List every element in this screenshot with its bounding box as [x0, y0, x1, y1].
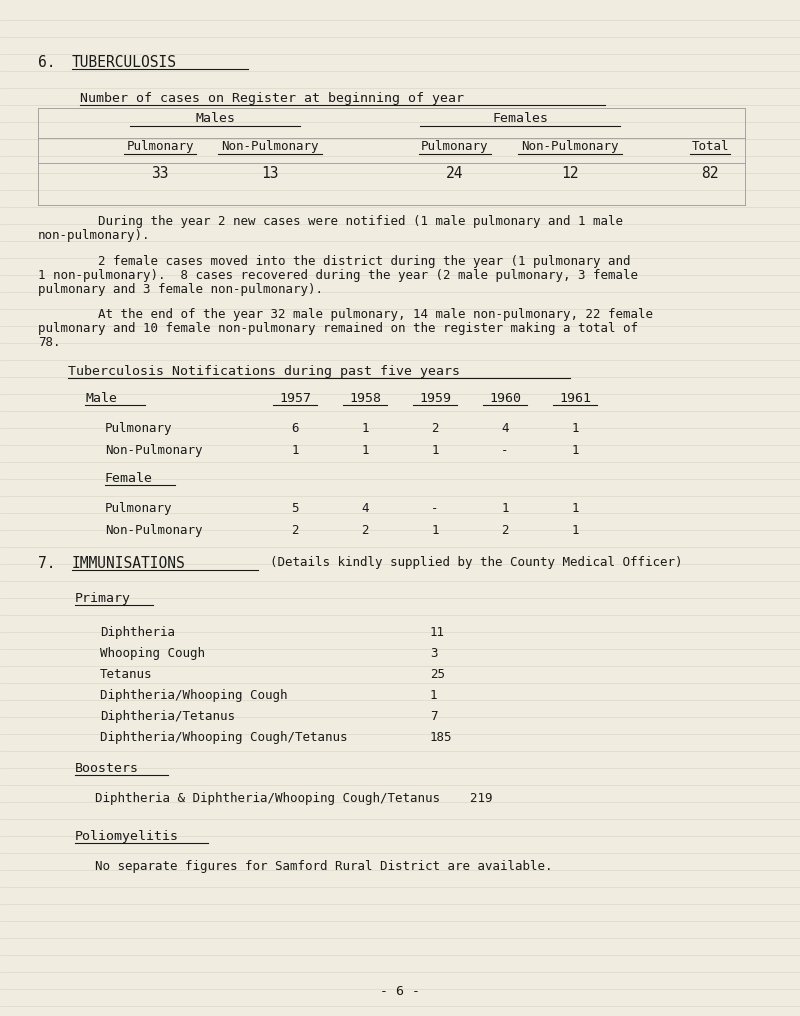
Text: 12: 12 — [562, 166, 578, 181]
Text: 1957: 1957 — [279, 392, 311, 405]
Text: Diphtheria: Diphtheria — [100, 626, 175, 639]
Text: 5: 5 — [291, 502, 298, 515]
Text: 1 non-pulmonary).  8 cases recovered during the year (2 male pulmonary, 3 female: 1 non-pulmonary). 8 cases recovered duri… — [38, 269, 638, 282]
Text: 11: 11 — [430, 626, 445, 639]
Text: Diphtheria/Whooping Cough/Tetanus: Diphtheria/Whooping Cough/Tetanus — [100, 731, 347, 744]
Text: 25: 25 — [430, 668, 445, 681]
Text: 33: 33 — [151, 166, 169, 181]
Text: 4: 4 — [502, 422, 509, 435]
Text: 1: 1 — [430, 689, 438, 702]
Text: Pulmonary: Pulmonary — [105, 422, 173, 435]
Text: non-pulmonary).: non-pulmonary). — [38, 229, 150, 242]
Text: 82: 82 — [702, 166, 718, 181]
Text: 1958: 1958 — [349, 392, 381, 405]
Text: Number of cases on Register at beginning of year: Number of cases on Register at beginning… — [80, 92, 464, 105]
Text: Males: Males — [195, 112, 235, 125]
Text: 6: 6 — [291, 422, 298, 435]
Text: Pulmonary: Pulmonary — [126, 140, 194, 153]
Text: 3: 3 — [430, 647, 438, 660]
Text: 1: 1 — [362, 444, 369, 457]
Text: 2 female cases moved into the district during the year (1 pulmonary and: 2 female cases moved into the district d… — [38, 255, 630, 268]
Text: Male: Male — [85, 392, 117, 405]
Text: Pulmonary: Pulmonary — [422, 140, 489, 153]
Text: 2: 2 — [502, 524, 509, 537]
Text: -: - — [431, 502, 438, 515]
Text: Diphtheria/Tetanus: Diphtheria/Tetanus — [100, 710, 235, 723]
Text: (Details kindly supplied by the County Medical Officer): (Details kindly supplied by the County M… — [270, 556, 682, 569]
Text: 6.: 6. — [38, 55, 55, 70]
Text: IMMUNISATIONS: IMMUNISATIONS — [72, 556, 186, 571]
Text: Total: Total — [691, 140, 729, 153]
Text: 2: 2 — [291, 524, 298, 537]
Text: 1: 1 — [571, 444, 578, 457]
Text: 1960: 1960 — [489, 392, 521, 405]
Text: Tetanus: Tetanus — [100, 668, 153, 681]
Text: 7.: 7. — [38, 556, 55, 571]
Text: Whooping Cough: Whooping Cough — [100, 647, 205, 660]
Text: 4: 4 — [362, 502, 369, 515]
Text: Tuberculosis Notifications during past five years: Tuberculosis Notifications during past f… — [68, 365, 460, 378]
Text: Diphtheria & Diphtheria/Whooping Cough/Tetanus    219: Diphtheria & Diphtheria/Whooping Cough/T… — [95, 792, 493, 805]
Text: No separate figures for Samford Rural District are available.: No separate figures for Samford Rural Di… — [95, 860, 553, 873]
Text: Poliomyelitis: Poliomyelitis — [75, 830, 179, 843]
Text: - 6 -: - 6 - — [380, 985, 420, 998]
Text: Non-Pulmonary: Non-Pulmonary — [105, 524, 202, 537]
Text: 1: 1 — [362, 422, 369, 435]
Text: 1959: 1959 — [419, 392, 451, 405]
Text: pulmonary and 10 female non-pulmonary remained on the register making a total of: pulmonary and 10 female non-pulmonary re… — [38, 322, 638, 335]
Text: 1: 1 — [431, 524, 438, 537]
Text: Boosters: Boosters — [75, 762, 139, 775]
Text: 1: 1 — [571, 422, 578, 435]
Text: 1: 1 — [502, 502, 509, 515]
Text: 1: 1 — [571, 524, 578, 537]
Text: 1961: 1961 — [559, 392, 591, 405]
Text: Non-Pulmonary: Non-Pulmonary — [105, 444, 202, 457]
Text: Primary: Primary — [75, 592, 131, 605]
Text: 185: 185 — [430, 731, 453, 744]
Text: 1: 1 — [431, 444, 438, 457]
Text: Non-Pulmonary: Non-Pulmonary — [222, 140, 318, 153]
Text: Diphtheria/Whooping Cough: Diphtheria/Whooping Cough — [100, 689, 287, 702]
Text: 2: 2 — [362, 524, 369, 537]
Text: -: - — [502, 444, 509, 457]
Text: Females: Females — [492, 112, 548, 125]
Text: During the year 2 new cases were notified (1 male pulmonary and 1 male: During the year 2 new cases were notifie… — [38, 215, 623, 228]
Text: 13: 13 — [262, 166, 278, 181]
Text: Female: Female — [105, 472, 153, 485]
Text: 78.: 78. — [38, 336, 61, 350]
Text: Non-Pulmonary: Non-Pulmonary — [522, 140, 618, 153]
Text: Pulmonary: Pulmonary — [105, 502, 173, 515]
Text: 24: 24 — [446, 166, 464, 181]
Text: TUBERCULOSIS: TUBERCULOSIS — [72, 55, 177, 70]
Text: 7: 7 — [430, 710, 438, 723]
Text: 1: 1 — [571, 502, 578, 515]
Text: 2: 2 — [431, 422, 438, 435]
Text: 1: 1 — [291, 444, 298, 457]
Text: At the end of the year 32 male pulmonary, 14 male non-pulmonary, 22 female: At the end of the year 32 male pulmonary… — [38, 308, 653, 321]
Text: pulmonary and 3 female non-pulmonary).: pulmonary and 3 female non-pulmonary). — [38, 283, 323, 296]
